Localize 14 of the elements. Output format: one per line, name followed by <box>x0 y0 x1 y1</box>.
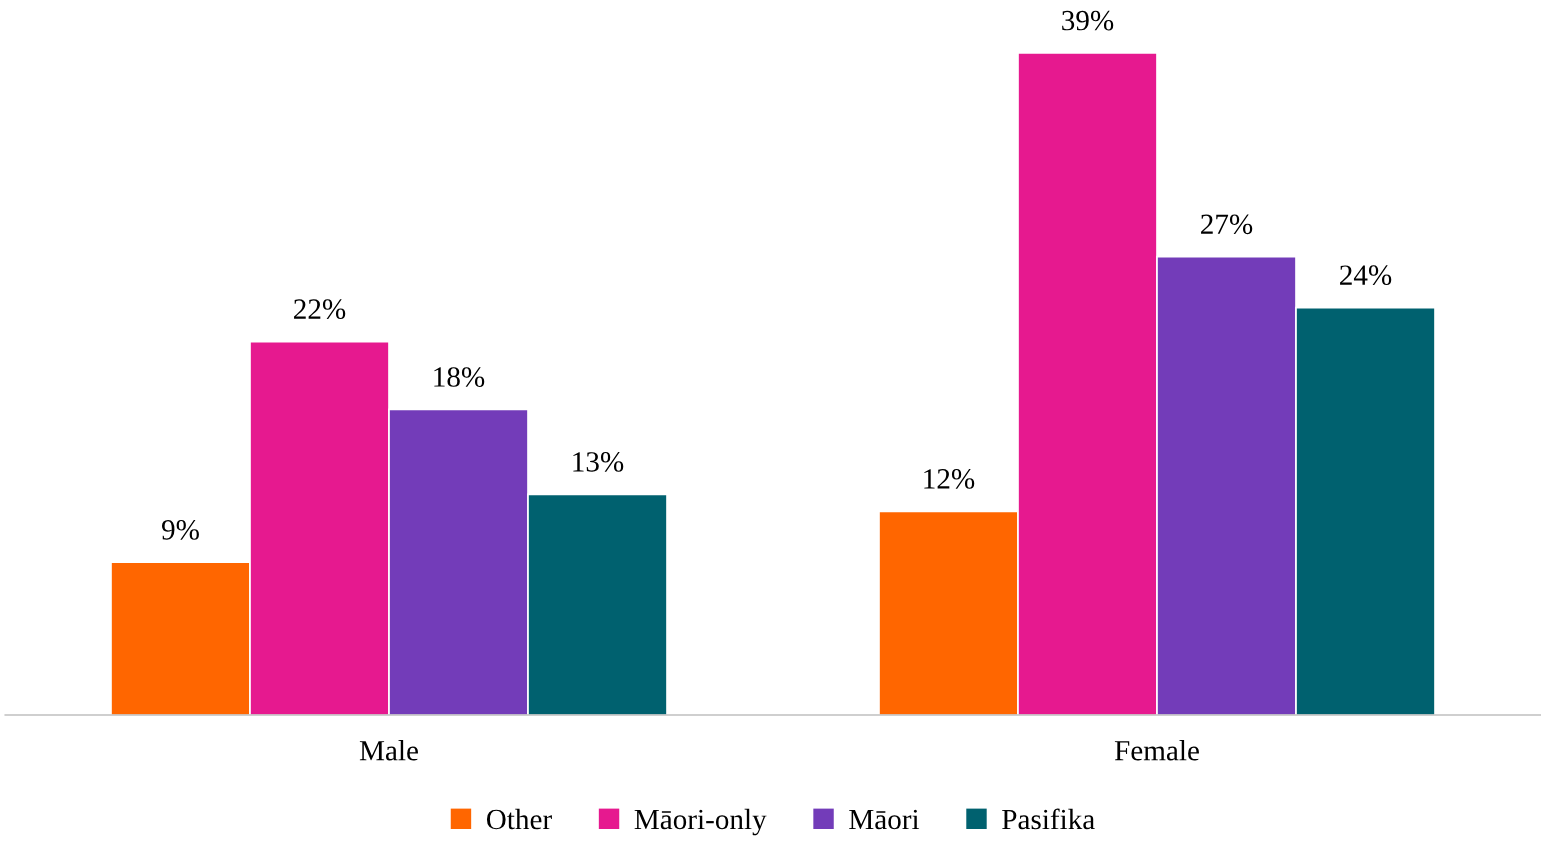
data-label: 9% <box>161 519 199 540</box>
legend-label: Pasifika <box>1002 808 1095 830</box>
legend-label: Other <box>486 808 552 830</box>
data-label: 27% <box>1201 214 1253 235</box>
x-tick-label: Female <box>1114 740 1199 761</box>
data-label: 12% <box>924 469 975 489</box>
legend-label: Māori-only <box>634 808 767 836</box>
data-label: 18% <box>434 367 485 387</box>
data-label: 22% <box>294 299 346 320</box>
data-label: 24% <box>1340 265 1392 286</box>
legend-label: Māori <box>849 809 920 830</box>
data-label: 13% <box>573 452 624 472</box>
x-tick-label: Male <box>359 740 418 761</box>
data-label: 39% <box>1062 10 1114 31</box>
